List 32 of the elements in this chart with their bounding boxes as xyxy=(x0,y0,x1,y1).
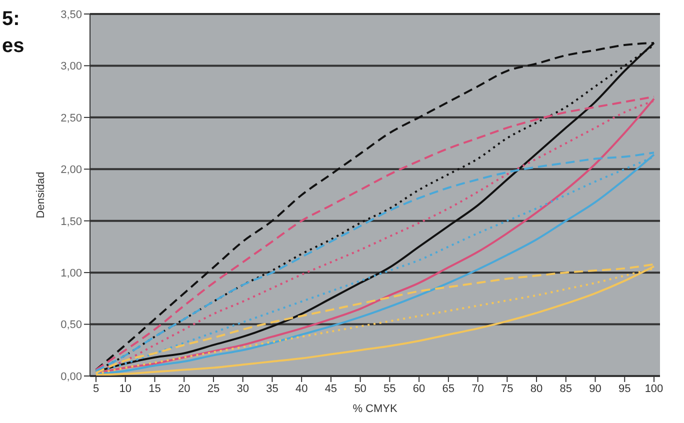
x-tick-label: 65 xyxy=(442,382,455,395)
x-axis-title: % CMYK xyxy=(352,403,398,415)
y-tick-label: 2,00 xyxy=(60,164,82,176)
y-tick-label: 1,50 xyxy=(60,216,82,228)
y-tick-label: 2,50 xyxy=(60,112,82,124)
y-tick-label: 1,00 xyxy=(60,267,82,280)
x-tick-label: 40 xyxy=(295,382,308,395)
x-tick-label: 70 xyxy=(472,382,484,395)
text: es xyxy=(2,35,24,58)
x-tick-label: 30 xyxy=(236,382,249,395)
x-tick-label: 35 xyxy=(266,382,278,395)
y-tick-label: 3,50 xyxy=(60,8,82,21)
y-tick-label: 3,00 xyxy=(60,60,82,73)
y-axis-title: Densidad xyxy=(34,172,47,218)
x-tick-label: 75 xyxy=(501,382,514,395)
x-tick-label: 10 xyxy=(119,382,132,395)
text: 5: xyxy=(2,8,20,31)
x-tick-label: 85 xyxy=(560,382,572,395)
x-tick-label: 20 xyxy=(178,382,190,395)
x-tick-label: 60 xyxy=(412,382,426,395)
x-tick-label: 95 xyxy=(618,382,631,395)
x-tick-label: 5 xyxy=(92,382,100,395)
x-tick-label: 80 xyxy=(530,382,543,395)
x-tick-label: 50 xyxy=(354,382,366,395)
x-tick-label: 100 xyxy=(644,382,664,395)
y-tick-label: 0,00 xyxy=(60,370,82,383)
y-tick-label: 0,50 xyxy=(60,319,82,332)
x-tick-label: 90 xyxy=(589,382,602,395)
x-tick-label: 25 xyxy=(207,382,220,395)
x-tick-label: 45 xyxy=(324,382,338,395)
x-tick-label: 55 xyxy=(384,382,396,395)
x-tick-label: 15 xyxy=(148,382,161,395)
